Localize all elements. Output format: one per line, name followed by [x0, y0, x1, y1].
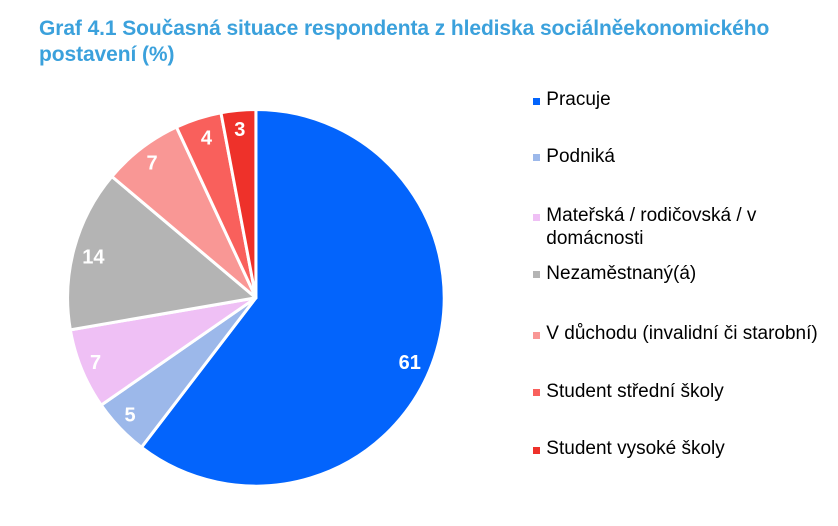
svg-text:7: 7 [146, 152, 157, 174]
svg-text:7: 7 [90, 352, 101, 374]
svg-text:3: 3 [234, 119, 245, 141]
svg-text:61: 61 [399, 352, 421, 374]
svg-text:5: 5 [124, 404, 135, 426]
svg-text:14: 14 [82, 246, 105, 268]
svg-text:4: 4 [201, 128, 213, 150]
